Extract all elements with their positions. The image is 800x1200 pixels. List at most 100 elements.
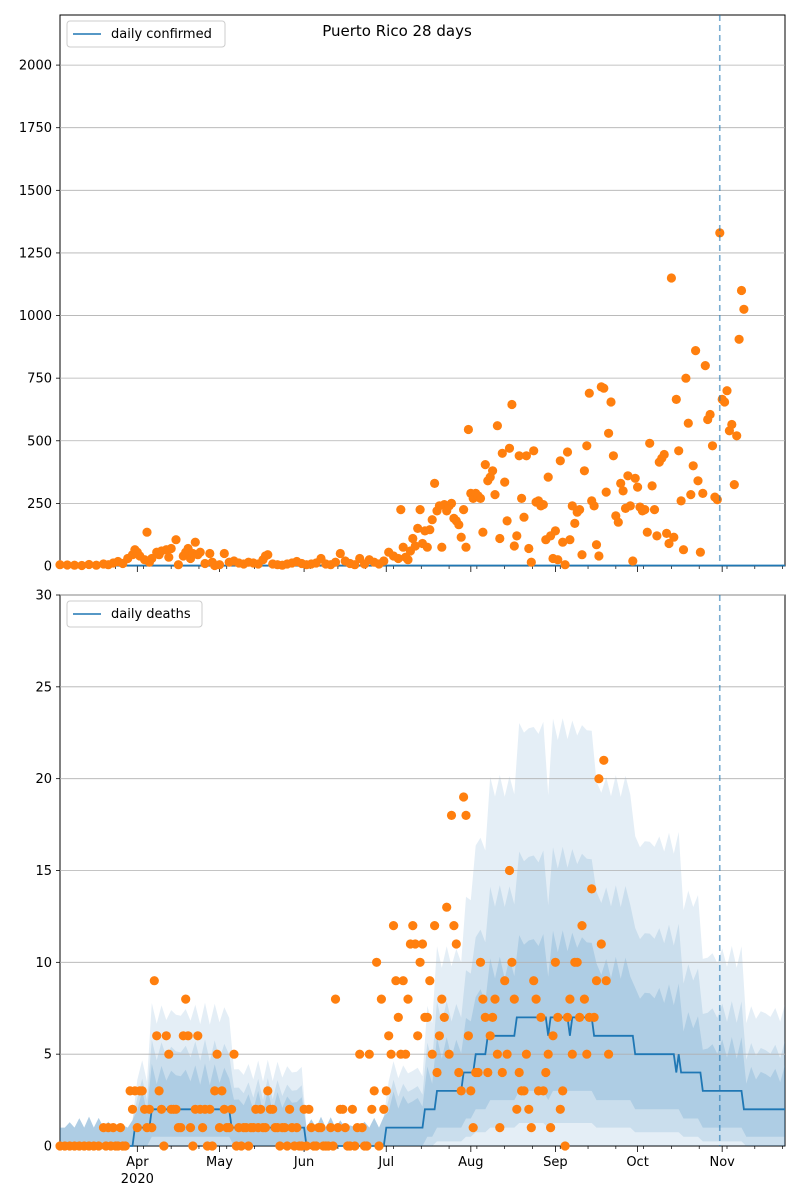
data-point xyxy=(512,1104,522,1114)
data-point xyxy=(461,542,471,552)
data-point xyxy=(538,1086,548,1096)
data-point xyxy=(509,541,519,551)
data-point xyxy=(219,548,229,559)
data-point xyxy=(335,548,345,559)
data-point xyxy=(263,1086,273,1096)
y-tick-label: 250 xyxy=(27,497,52,512)
data-point xyxy=(594,774,604,784)
data-point xyxy=(459,505,469,515)
y-tick-label: 1500 xyxy=(19,184,52,199)
data-point xyxy=(488,1012,498,1023)
data-point xyxy=(575,1012,585,1023)
data-point xyxy=(444,1049,454,1059)
data-point xyxy=(108,1123,118,1133)
data-point xyxy=(623,471,633,481)
data-point xyxy=(164,552,174,562)
y-tick-label: 20 xyxy=(35,772,52,787)
data-point xyxy=(543,472,553,482)
data-point xyxy=(422,542,432,552)
data-point xyxy=(686,490,696,500)
data-point xyxy=(55,560,65,570)
data-point xyxy=(422,1012,432,1023)
data-point xyxy=(715,228,725,238)
data-point xyxy=(562,1012,573,1023)
x-year-label: 2020 xyxy=(121,1172,154,1187)
data-point xyxy=(193,1031,203,1041)
data-point xyxy=(736,285,747,296)
data-point xyxy=(185,1123,196,1133)
data-point xyxy=(502,516,512,526)
data-point xyxy=(171,1104,181,1114)
data-point xyxy=(282,1141,292,1151)
data-point xyxy=(521,451,532,461)
data-point xyxy=(333,1123,343,1133)
data-point xyxy=(439,1012,449,1023)
data-point xyxy=(676,496,686,506)
data-point xyxy=(304,1104,314,1114)
data-point xyxy=(608,451,619,461)
data-point xyxy=(292,1123,302,1133)
data-point xyxy=(558,537,568,547)
y-tick-label: 2000 xyxy=(19,59,52,74)
data-point xyxy=(413,1031,423,1041)
data-point xyxy=(410,939,420,949)
data-point xyxy=(410,541,420,551)
data-point xyxy=(446,810,457,821)
data-point xyxy=(350,1141,360,1151)
data-point xyxy=(519,1086,529,1096)
x-tick-label: May xyxy=(206,1155,233,1170)
data-point xyxy=(497,448,507,458)
data-point xyxy=(562,447,573,457)
data-point xyxy=(548,1031,558,1041)
data-point xyxy=(347,1104,357,1114)
data-point xyxy=(514,451,524,461)
x-tick-label: Jul xyxy=(377,1155,394,1170)
data-point xyxy=(705,409,715,420)
data-point xyxy=(147,1123,157,1133)
data-point xyxy=(720,397,730,407)
data-point xyxy=(604,428,614,438)
data-point xyxy=(432,1067,442,1078)
data-point xyxy=(495,533,505,544)
data-point xyxy=(164,1049,174,1059)
data-point xyxy=(722,386,732,396)
data-point xyxy=(260,1123,270,1133)
data-point xyxy=(504,865,515,876)
y-tick-label: 5 xyxy=(44,1048,52,1063)
data-point xyxy=(326,1123,336,1133)
data-point xyxy=(195,547,205,557)
data-point xyxy=(205,1104,215,1114)
data-point xyxy=(589,501,599,511)
data-point xyxy=(526,1123,536,1133)
uncertainty-band xyxy=(60,846,785,1146)
data-point xyxy=(570,518,580,529)
data-point xyxy=(546,1123,556,1133)
data-point xyxy=(367,1104,377,1114)
data-point xyxy=(591,540,602,550)
data-point xyxy=(478,994,488,1004)
data-point xyxy=(604,1049,614,1059)
x-tick-label: Aug xyxy=(458,1155,483,1170)
data-point xyxy=(427,515,437,525)
data-point xyxy=(227,1104,237,1114)
data-point xyxy=(606,397,616,407)
data-point xyxy=(488,466,498,476)
data-point xyxy=(565,994,575,1004)
data-point xyxy=(739,304,749,314)
y-tick-label: 1750 xyxy=(19,121,52,136)
data-point xyxy=(149,976,159,986)
data-point xyxy=(492,1049,502,1059)
data-point xyxy=(463,424,473,435)
data-point xyxy=(536,1012,546,1023)
data-point xyxy=(666,273,677,283)
data-point xyxy=(401,1049,411,1059)
data-point xyxy=(403,555,413,565)
data-point xyxy=(340,1123,350,1133)
data-point xyxy=(526,557,536,567)
data-point xyxy=(393,553,403,564)
data-point xyxy=(707,441,718,451)
data-point xyxy=(386,1049,396,1059)
data-point xyxy=(200,558,210,569)
data-point xyxy=(181,994,191,1004)
data-point xyxy=(364,1049,374,1059)
